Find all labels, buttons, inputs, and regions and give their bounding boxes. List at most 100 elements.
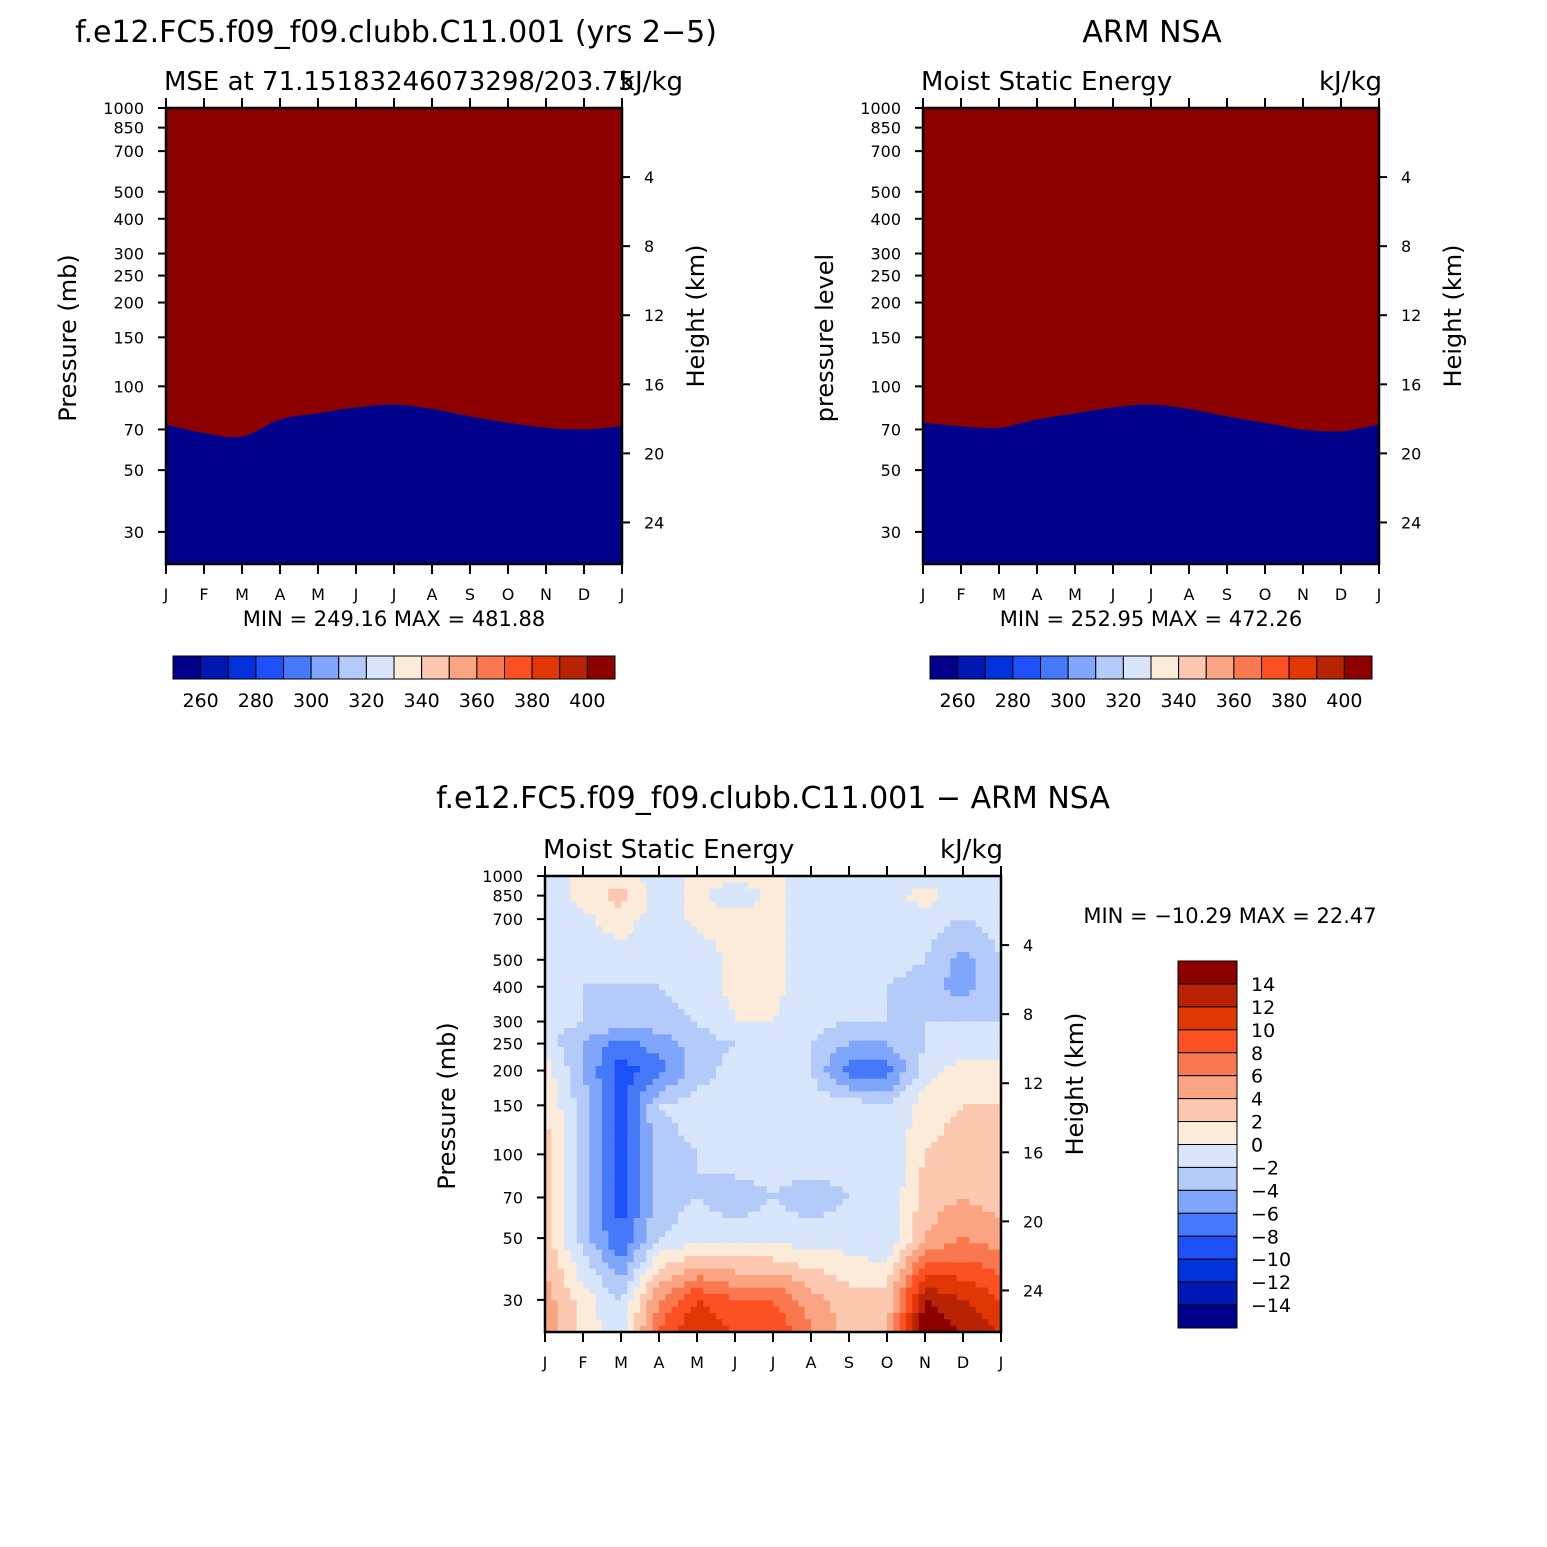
contour-cell bbox=[747, 964, 755, 972]
contour-cell bbox=[849, 933, 856, 940]
contour-cell bbox=[709, 952, 717, 959]
contour-cell bbox=[760, 1135, 768, 1143]
contour-cell bbox=[570, 1040, 578, 1048]
contour-cell bbox=[937, 1009, 945, 1016]
contour-cell bbox=[804, 964, 812, 972]
contour-cell bbox=[722, 1211, 730, 1219]
contour-cell bbox=[621, 1148, 628, 1156]
contour-cell bbox=[766, 952, 774, 959]
contour-cell bbox=[576, 1142, 584, 1149]
contour-cell bbox=[703, 1110, 711, 1118]
contour-cell bbox=[861, 1249, 869, 1257]
contour-cell bbox=[570, 1249, 578, 1257]
contour-cell bbox=[969, 939, 977, 947]
contour-cell bbox=[956, 1224, 964, 1232]
contour-cell bbox=[608, 888, 616, 896]
contour-cell bbox=[792, 1237, 799, 1244]
contour-cell bbox=[621, 939, 628, 947]
contour-cell bbox=[817, 1218, 825, 1225]
contour-cell bbox=[741, 1186, 749, 1194]
contour-cell bbox=[766, 1066, 774, 1073]
contour-cell bbox=[944, 1040, 951, 1048]
contour-cell bbox=[671, 990, 679, 997]
contour-cell bbox=[621, 983, 628, 991]
contour-cell bbox=[545, 1243, 552, 1251]
contour-cell bbox=[671, 1142, 679, 1149]
contour-cell bbox=[621, 1059, 628, 1067]
contour-cell bbox=[545, 1161, 552, 1168]
contour-cell bbox=[906, 1249, 913, 1257]
contour-cell bbox=[836, 1167, 844, 1175]
contour-cell bbox=[570, 888, 578, 896]
contour-cell bbox=[627, 1072, 635, 1080]
contour-cell bbox=[785, 1205, 793, 1213]
contour-cell bbox=[950, 977, 958, 985]
contour-cell bbox=[868, 1161, 875, 1168]
contour-cell bbox=[975, 1275, 983, 1282]
contour-cell bbox=[633, 1230, 641, 1238]
contour-cell bbox=[608, 1243, 616, 1251]
contour-cell bbox=[621, 1078, 628, 1086]
contour-cell bbox=[659, 1275, 666, 1282]
contour-fill bbox=[166, 108, 622, 564]
contour-cell bbox=[690, 1009, 698, 1016]
contour-cell bbox=[868, 1123, 875, 1130]
contour-cell bbox=[659, 1123, 666, 1130]
contour-cell bbox=[640, 1047, 647, 1054]
contour-cell bbox=[754, 996, 761, 1004]
x-tick-label: A bbox=[427, 585, 438, 604]
contour-cell bbox=[627, 958, 635, 966]
contour-cell bbox=[646, 1161, 654, 1168]
contour-cell bbox=[665, 1047, 673, 1054]
contour-cell bbox=[956, 1129, 964, 1137]
contour-cell bbox=[988, 1110, 996, 1118]
contour-cell bbox=[842, 1142, 850, 1149]
contour-cell bbox=[690, 952, 698, 959]
contour-cell bbox=[823, 1034, 831, 1042]
contour-cell bbox=[823, 1230, 831, 1238]
contour-cell bbox=[988, 933, 996, 940]
colorbar-label: 320 bbox=[348, 690, 384, 712]
contour-cell bbox=[956, 952, 964, 959]
contour-cell bbox=[988, 1237, 996, 1244]
contour-cell bbox=[589, 1129, 597, 1137]
contour-cell bbox=[804, 958, 812, 966]
contour-cell bbox=[792, 907, 799, 915]
contour-cell bbox=[754, 1104, 761, 1111]
contour-cell bbox=[836, 1205, 844, 1213]
contour-cell bbox=[988, 1249, 996, 1257]
contour-cell bbox=[671, 1205, 679, 1213]
contour-cell bbox=[868, 1028, 875, 1035]
contour-cell bbox=[779, 1123, 787, 1130]
contour-cell bbox=[899, 901, 907, 909]
contour-cell bbox=[874, 1230, 882, 1238]
contour-cell bbox=[785, 1129, 793, 1137]
contour-cell bbox=[773, 1116, 780, 1124]
contour-cell bbox=[627, 1224, 635, 1232]
contour-cell bbox=[633, 1224, 641, 1232]
contour-cell bbox=[716, 1262, 723, 1270]
contour-cell bbox=[665, 1173, 673, 1181]
contour-cell bbox=[633, 1256, 641, 1263]
contour-cell bbox=[564, 990, 571, 997]
contour-cell bbox=[830, 1085, 837, 1092]
contour-cell bbox=[893, 1116, 901, 1124]
contour-cell bbox=[754, 926, 761, 934]
contour-cell bbox=[912, 1161, 920, 1168]
contour-cell bbox=[988, 1186, 996, 1194]
contour-cell bbox=[735, 990, 742, 997]
contour-cell bbox=[804, 1123, 812, 1130]
contour-cell bbox=[899, 1142, 907, 1149]
contour-cell bbox=[773, 1161, 780, 1168]
contour-cell bbox=[937, 983, 945, 991]
contour-cell bbox=[963, 1034, 970, 1042]
contour-cell bbox=[988, 1211, 996, 1219]
contour-cell bbox=[956, 1249, 964, 1257]
contour-cell bbox=[557, 1268, 565, 1276]
contour-cell bbox=[621, 1034, 628, 1042]
contour-cell bbox=[766, 1085, 774, 1092]
y-tick-label: 400 bbox=[870, 210, 901, 229]
contour-cell bbox=[671, 1287, 679, 1295]
contour-cell bbox=[665, 958, 673, 966]
contour-cell bbox=[709, 1110, 717, 1118]
